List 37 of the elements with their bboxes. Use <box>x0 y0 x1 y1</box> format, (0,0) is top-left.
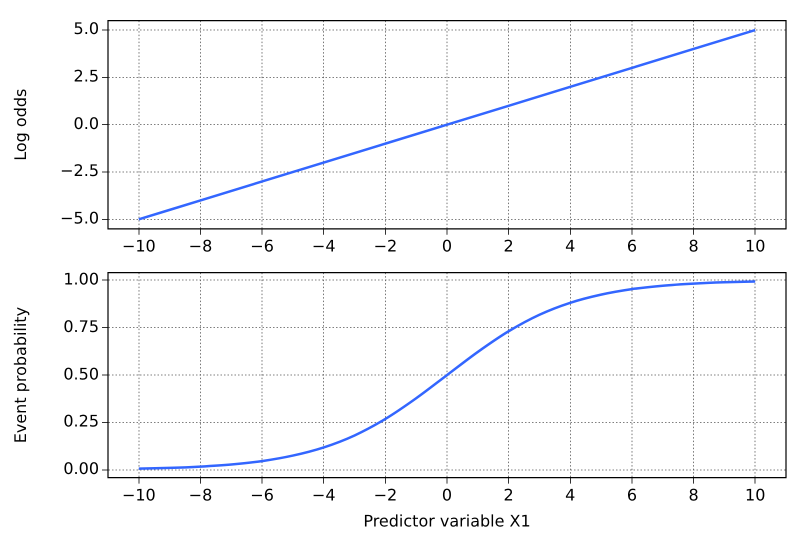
x-tick-label: 6 <box>626 485 638 504</box>
x-tick-label: −6 <box>250 485 274 504</box>
y-tick-label: 5.0 <box>74 19 99 38</box>
x-tick-label: 0 <box>442 485 452 504</box>
x-tick-label: 8 <box>688 236 699 256</box>
y-tick-label: 0.25 <box>63 412 99 431</box>
y-axis-title: Log odds <box>10 88 30 161</box>
x-tick-label: 8 <box>688 485 699 504</box>
x-tick-label: −8 <box>188 236 212 256</box>
x-tick-label: 0 <box>442 236 452 256</box>
y-tick-label: −5.0 <box>60 208 99 228</box>
x-tick-label: 4 <box>565 236 576 256</box>
y-tick-label: 0.0 <box>74 114 99 133</box>
x-tick-label: −4 <box>312 485 336 504</box>
x-tick-label: −2 <box>374 485 398 504</box>
y-tick-label: 0.50 <box>63 364 99 384</box>
x-tick-label: 2 <box>504 485 514 504</box>
y-tick-label: 1.00 <box>63 269 99 288</box>
x-axis-title: Predictor variable X1 <box>363 512 531 531</box>
y-tick-label: 0.75 <box>63 316 99 336</box>
x-tick-label: −4 <box>312 236 336 256</box>
x-tick-label: −10 <box>122 236 156 256</box>
x-tick-label: 10 <box>745 236 766 256</box>
x-tick-label: −8 <box>188 485 212 504</box>
x-tick-label: 4 <box>565 485 576 504</box>
y-axis-title: Event probability <box>10 306 30 444</box>
y-tick-label: 0.00 <box>63 459 99 478</box>
line-series <box>138 28 756 221</box>
x-tick-label: −10 <box>122 485 156 504</box>
x-tick-label: 6 <box>626 236 638 256</box>
y-tick-label: 2.5 <box>74 66 99 86</box>
line-series <box>138 280 756 470</box>
x-tick-label: 2 <box>504 236 514 256</box>
x-tick-label: 10 <box>745 485 766 504</box>
x-tick-label: −2 <box>374 236 398 256</box>
x-tick-label: −6 <box>250 236 274 256</box>
y-tick-label: −2.5 <box>60 161 99 180</box>
